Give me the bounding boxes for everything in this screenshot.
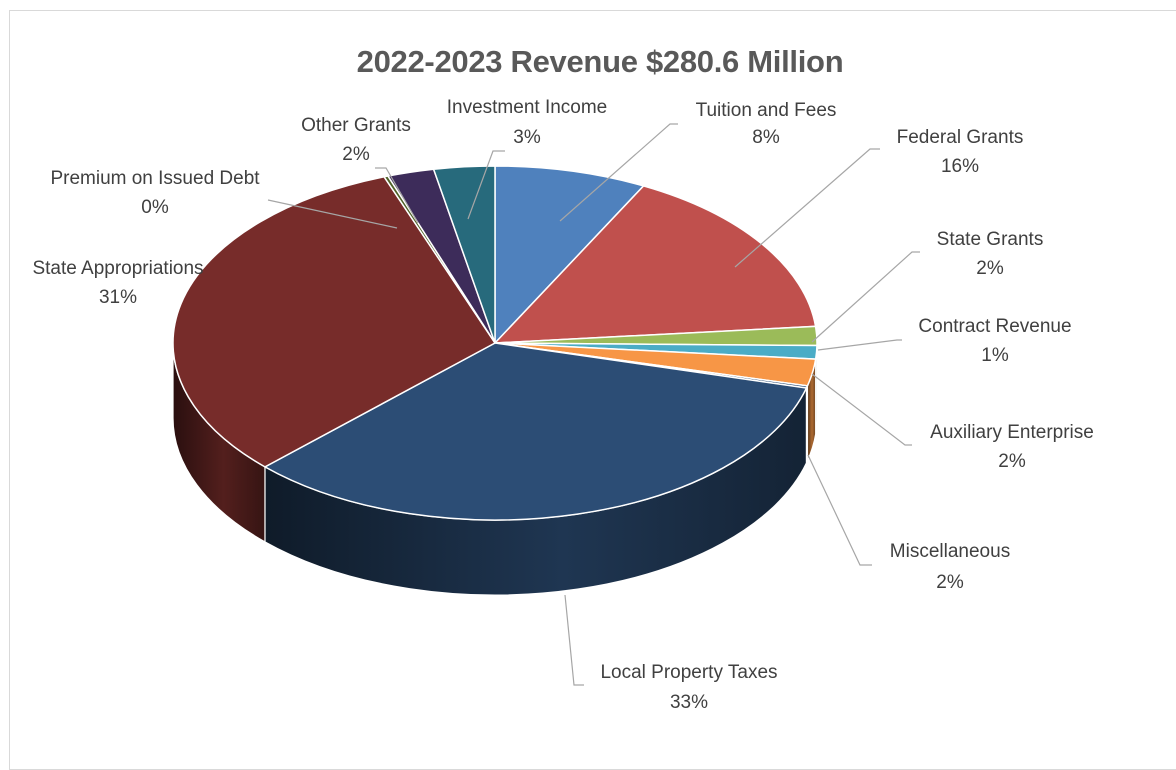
- slice-percent-tuition-and-fees: 8%: [752, 127, 780, 148]
- slice-label-premium-on-issued-debt: Premium on Issued Debt: [50, 168, 260, 189]
- slice-label-other-grants: Other Grants: [301, 115, 411, 136]
- slice-percent-premium-on-issued-debt: 0%: [141, 197, 169, 218]
- slice-percent-other-grants: 2%: [342, 144, 370, 165]
- leader-line-auxiliary-enterprise: [812, 374, 912, 445]
- slice-label-contract-revenue: Contract Revenue: [918, 316, 1071, 337]
- slice-percent-investment-income: 3%: [513, 127, 541, 148]
- pie-slices: [173, 166, 817, 520]
- slice-label-auxiliary-enterprise: Auxiliary Enterprise: [930, 422, 1094, 443]
- slice-percent-contract-revenue: 1%: [981, 345, 1009, 366]
- pie-chart: Tuition and Fees 8% Federal Grants 16% State…: [0, 0, 1176, 750]
- slice-percent-federal-grants: 16%: [941, 156, 979, 177]
- slice-label-miscellaneous: Miscellaneous: [890, 541, 1010, 562]
- slice-label-investment-income: Investment Income: [447, 97, 608, 118]
- slice-label-federal-grants: Federal Grants: [897, 127, 1024, 148]
- leader-line-miscellaneous: [808, 455, 872, 565]
- slice-label-tuition-and-fees: Tuition and Fees: [696, 100, 837, 121]
- slice-percent-auxiliary-enterprise: 2%: [998, 451, 1026, 472]
- leader-line-state-grants: [812, 252, 920, 342]
- slice-label-state-grants: State Grants: [937, 229, 1044, 250]
- slice-percent-miscellaneous: 2%: [936, 572, 964, 593]
- leader-line-contract-revenue: [818, 340, 902, 350]
- slice-percent-state-grants: 2%: [976, 258, 1004, 279]
- slice-percent-local-property-taxes: 33%: [670, 692, 708, 713]
- leader-line-local-property-taxes: [565, 595, 584, 685]
- slice-percent-state-appropriations: 31%: [99, 287, 137, 308]
- slice-label-local-property-taxes: Local Property Taxes: [600, 662, 777, 683]
- slice-label-state-appropriations: State Appropriations: [32, 258, 203, 279]
